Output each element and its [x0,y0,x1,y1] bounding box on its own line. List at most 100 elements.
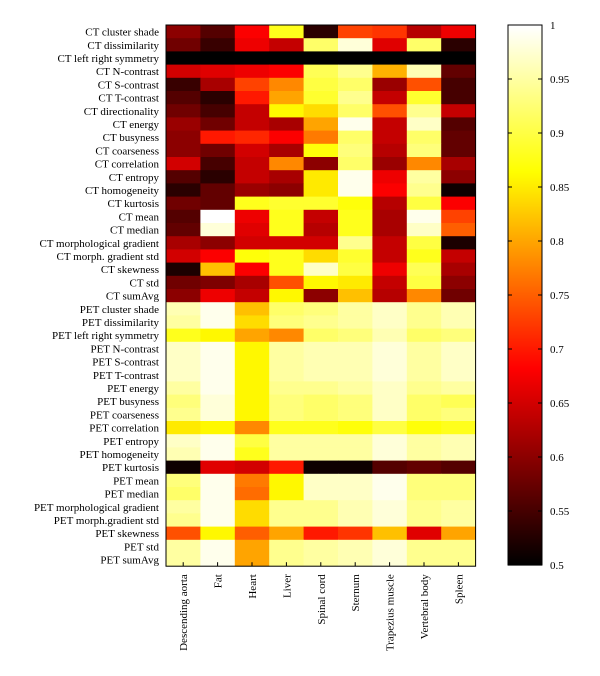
heatmap-cell [269,249,304,263]
heatmap-cell [303,315,339,329]
colorbar-segment [508,275,542,278]
row-label: CT coarseness [95,145,159,157]
heatmap-cell [166,302,201,316]
heatmap-cell [406,328,442,343]
heatmap-cell [406,209,442,224]
heatmap-cell [269,143,304,158]
heatmap-cell [269,51,304,65]
heatmap-cell [303,513,339,527]
colorbar-segment [508,81,542,84]
colorbar-segment [508,213,542,216]
heatmap-cell [234,394,270,409]
row-label: CT morphological gradient [39,238,159,250]
heatmap-cell [234,236,270,250]
colorbar-segment [508,479,542,482]
heatmap-cell [441,315,476,329]
colorbar-segment [508,391,542,394]
colorbar-segment [508,457,542,460]
heatmap-cell [441,223,476,237]
heatmap-cell [303,473,339,488]
row-label: PET S-contrast [92,357,159,369]
colorbar-segment [508,559,542,562]
heatmap-cell [338,77,373,92]
heatmap-cell [303,407,339,422]
colorbar-segment [508,57,542,60]
heatmap-cell [406,196,442,211]
heatmap-cell [166,341,201,356]
colorbar-segment [508,49,542,52]
heatmap-cell [200,381,236,395]
heatmap-cell [200,539,236,554]
heatmap-cell [166,236,201,250]
heatmap-cell [372,355,408,369]
colorbar-segment [508,307,542,310]
heatmap-cell [372,262,408,277]
heatmap-cell [406,143,442,158]
colorbar-segment [508,361,542,364]
heatmap-cell [234,143,270,158]
heatmap-cell [441,196,476,211]
colorbar-segment [508,173,542,176]
heatmap-cell [303,183,339,197]
colorbar-segment [508,101,542,104]
heatmap-cell [441,500,476,514]
heatmap-cell [441,553,476,567]
heatmap-cell [406,394,442,409]
heatmap-cell [269,209,304,224]
colorbar-segment [508,155,542,158]
heatmap-cell [200,104,236,118]
heatmap-cell [406,447,442,461]
heatmap-cell [269,64,304,79]
heatmap-cell [269,460,304,475]
heatmap-cell [166,209,201,224]
heatmap-cell [338,289,373,303]
colorbar-segment [508,65,542,68]
heatmap-cell [441,25,476,39]
heatmap-cell [406,487,442,501]
heatmap-cell [441,513,476,527]
row-label: CT energy [113,119,160,131]
colorbar-segment [508,447,542,450]
heatmap-cell [338,223,373,237]
colorbar-segment [508,249,542,252]
heatmap-cell [441,170,476,184]
heatmap-cell [166,223,201,237]
heatmap-cell [406,315,442,329]
heatmap-cell [166,526,201,541]
heatmap-cell [406,77,442,92]
colorbar-segment [508,97,542,100]
heatmap-cell [406,91,442,105]
colorbar-segment [508,289,542,292]
heatmap-cell [372,381,408,395]
heatmap-cell [406,157,442,171]
colorbar-segment [508,107,542,110]
colorbar-tick-label: 1 [550,20,556,32]
colorbar-segment [508,209,542,212]
heatmap-cell [303,328,339,343]
heatmap-cell [303,143,339,158]
heatmap-cell [234,447,270,461]
heatmap-cell [200,434,236,448]
heatmap-cell [303,91,339,105]
heatmap-cell [200,117,236,131]
heatmap-cell [338,117,373,131]
colorbar-segment [508,105,542,108]
heatmap-cell [372,539,408,554]
heatmap-cell [166,143,201,158]
colorbar-segment [508,217,542,220]
colorbar-segment [508,195,542,198]
colorbar-segment [508,163,542,166]
row-label: PET entropy [103,436,159,448]
colorbar-segment [508,395,542,398]
heatmap-cell [372,170,408,184]
heatmap-cell [234,487,270,501]
colorbar-segment [508,443,542,446]
heatmap-cell [234,341,270,356]
row-label: PET T-contrast [93,370,159,382]
colorbar-segment [508,277,542,280]
heatmap-cell [269,553,304,567]
colorbar-segment [508,51,542,54]
heatmap-cell [234,130,270,145]
heatmap-cell [234,460,270,475]
heatmap-cell [200,553,236,567]
